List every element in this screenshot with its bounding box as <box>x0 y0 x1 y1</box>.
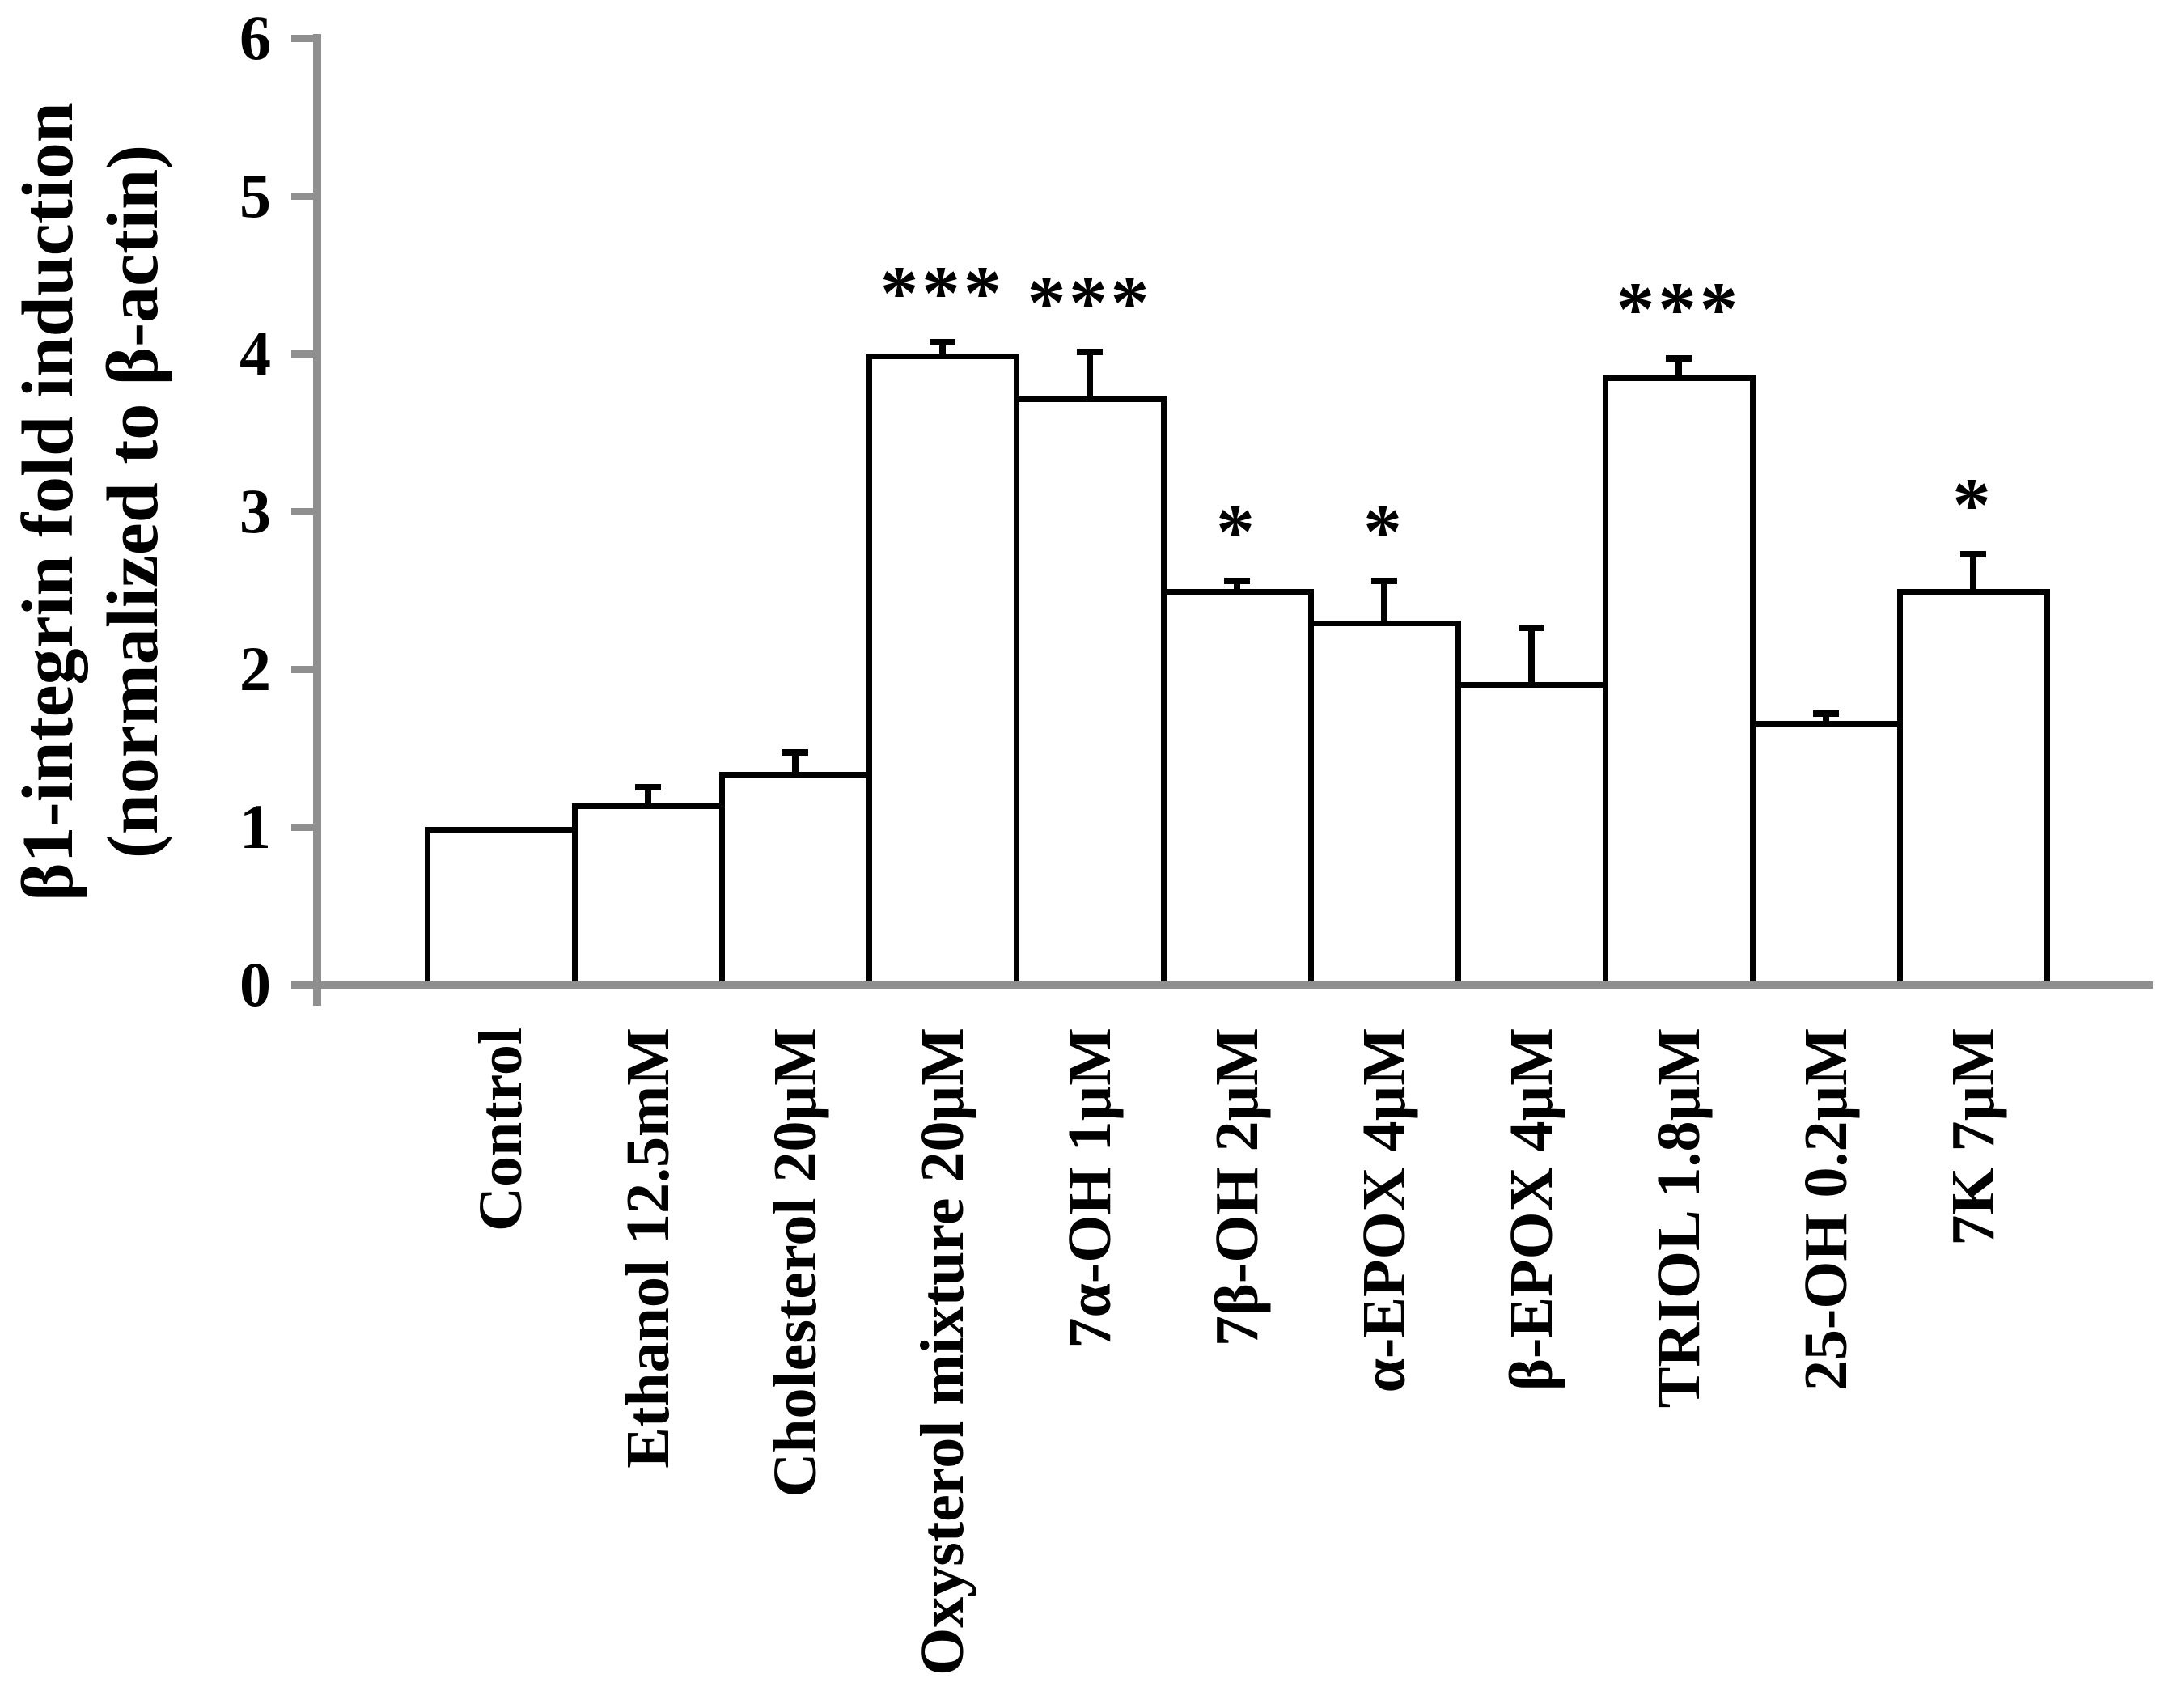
error-bar-stem <box>1675 358 1682 376</box>
bar <box>1455 681 1608 985</box>
significance-label: *** <box>879 250 1006 337</box>
error-bar-cap <box>1666 354 1692 362</box>
x-category-label: 7β-OH 2µM <box>1203 1028 1271 1347</box>
error-bar-cap <box>930 339 955 346</box>
error-bar-cap <box>1519 625 1544 632</box>
y-tick <box>291 35 317 42</box>
error-bar-stem <box>1823 713 1829 722</box>
bar <box>572 803 725 985</box>
y-tick-label: 6 <box>239 2 271 73</box>
significance-label: * <box>1363 488 1405 574</box>
x-axis-line <box>295 981 2153 989</box>
significance-label: * <box>1216 488 1258 574</box>
error-bar-cap <box>1960 550 1986 557</box>
error-bar-stem <box>1087 352 1093 396</box>
y-tick-label: 0 <box>239 949 271 1019</box>
error-bar-stem <box>645 787 651 803</box>
bar <box>1750 721 1903 985</box>
y-tick <box>291 666 317 673</box>
y-tick <box>291 350 317 358</box>
error-bar-stem <box>1528 628 1535 682</box>
x-category-label: α-EPOX 4µM <box>1350 1028 1418 1393</box>
error-bar-cap <box>1224 577 1250 584</box>
x-category-label: Oxysterol mixture 20µM <box>909 1028 976 1676</box>
y-tick-label: 5 <box>239 160 271 231</box>
significance-label: *** <box>1027 260 1153 346</box>
y-axis-line <box>313 34 321 1006</box>
y-tick-label: 3 <box>239 476 271 546</box>
error-bar-cap <box>1813 710 1839 717</box>
error-bar-stem <box>939 342 946 354</box>
error-bar-stem <box>1970 553 1976 589</box>
bar <box>1308 620 1461 985</box>
error-bar-stem <box>792 752 799 772</box>
x-category-label: 7K 7µM <box>1939 1028 2007 1246</box>
error-bar-stem <box>1234 580 1240 589</box>
y-tick <box>291 193 317 200</box>
significance-label: * <box>1952 461 1994 548</box>
bar <box>1603 375 1756 985</box>
error-bar-stem <box>1381 580 1387 621</box>
error-bar-cap <box>1077 349 1103 356</box>
bar <box>1897 588 2050 985</box>
bar <box>866 354 1019 985</box>
x-category-label: 7α-OH 1µM <box>1056 1028 1124 1349</box>
x-category-label: TRIOL 1.8µM <box>1645 1028 1713 1409</box>
bar <box>425 827 578 985</box>
y-tick-label: 4 <box>239 318 271 388</box>
y-axis-title-line1: β1-integrin fold induction <box>8 102 88 901</box>
significance-label: *** <box>1616 265 1742 352</box>
bar <box>1014 396 1167 985</box>
y-tick-label: 1 <box>239 791 271 862</box>
error-bar-cap <box>1371 577 1397 584</box>
x-category-label: 25-OH 0.2µM <box>1792 1028 1860 1392</box>
error-bar-cap <box>635 784 661 791</box>
y-tick <box>291 981 317 989</box>
x-category-label: β-EPOX 4µM <box>1498 1028 1565 1391</box>
bar <box>719 771 872 985</box>
x-category-label: Control <box>467 1028 535 1231</box>
y-tick <box>291 824 317 831</box>
error-bar-cap <box>782 749 808 757</box>
y-tick <box>291 508 317 515</box>
x-category-label: Ethanol 12.5mM <box>614 1028 682 1469</box>
y-tick-label: 2 <box>239 634 271 704</box>
bar <box>1161 588 1314 985</box>
x-category-label: Cholesterol 20µM <box>761 1028 829 1498</box>
